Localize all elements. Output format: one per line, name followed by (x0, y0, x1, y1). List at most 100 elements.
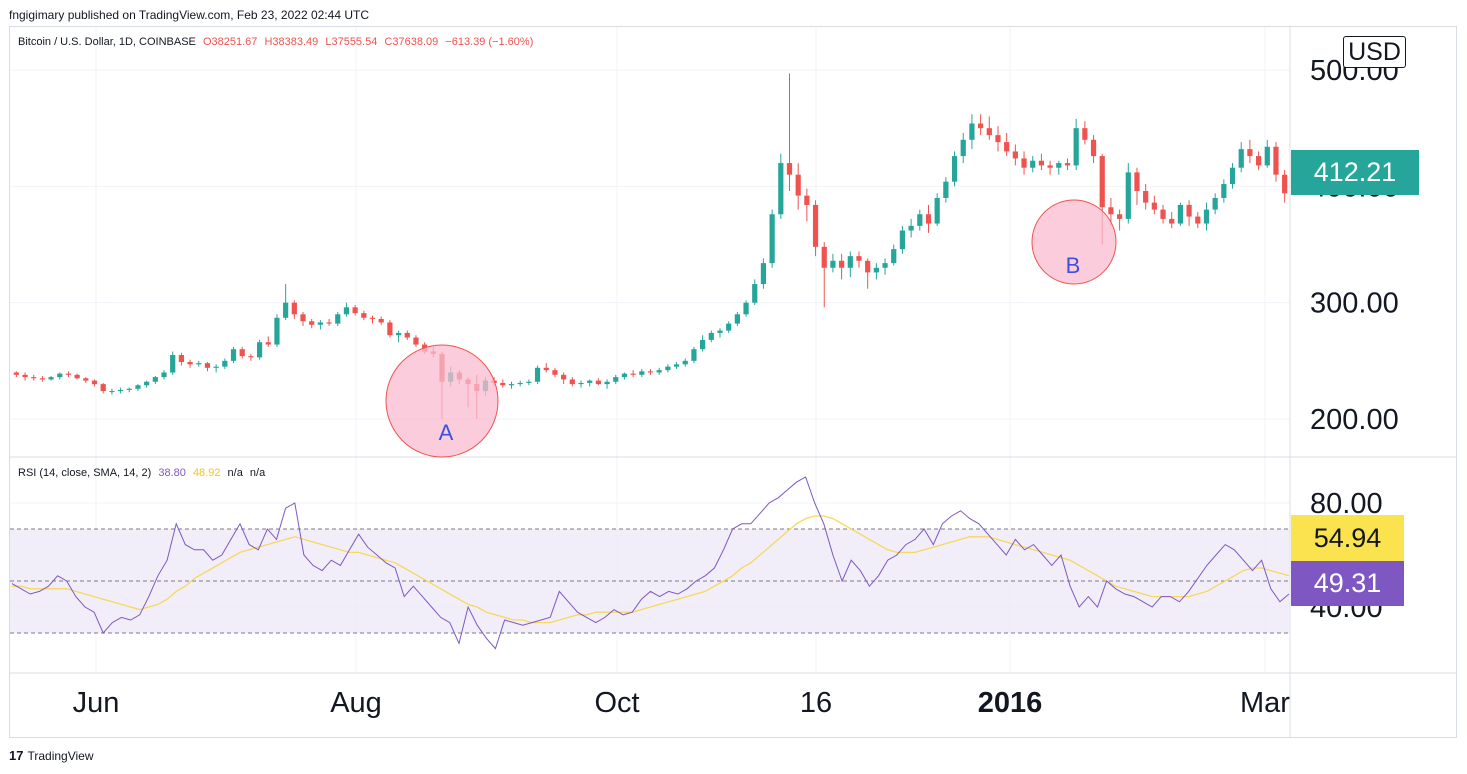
candle-body (48, 377, 54, 380)
time-tick-label: Mar (1240, 687, 1290, 719)
price-tick-label: 200.00 (1310, 404, 1399, 436)
rsi-line (11, 476, 1290, 650)
rsi-guides (10, 528, 1290, 634)
candle-body (1056, 163, 1062, 168)
candle-body (196, 363, 202, 365)
candle-body (1264, 146, 1270, 166)
candle-body (352, 307, 358, 314)
candle-body (526, 381, 532, 383)
annotation-layer: A B (385, 199, 1117, 458)
publisher-line: fngigimary published on TradingView.com,… (9, 8, 369, 22)
candle-body (812, 204, 819, 247)
footer: 17 TradingView (9, 748, 94, 763)
footer-brand[interactable]: TradingView (27, 748, 94, 763)
time-tick-label: 16 (800, 687, 832, 719)
candle-body (743, 302, 749, 315)
candle-body (31, 377, 37, 379)
candle-body (891, 249, 897, 264)
candle-body (769, 214, 775, 264)
candle-body (1143, 190, 1149, 203)
candle-body (283, 302, 289, 318)
symbol-legend: Bitcoin / U.S. Dollar, 1D, COINBASE O382… (18, 36, 537, 48)
candle-body (726, 323, 732, 331)
time-tick-label: 2016 (978, 687, 1043, 719)
candle-body (1238, 149, 1244, 168)
candle-body (708, 332, 714, 340)
candle-body (717, 330, 723, 333)
candle-body (604, 381, 610, 385)
tradingview-logo-icon: 17 (9, 748, 24, 763)
candle-body (265, 342, 271, 345)
rsi-na-1: n/a (227, 467, 243, 479)
candle-body (734, 314, 740, 324)
candle-body (656, 370, 662, 373)
candle-body (239, 349, 245, 357)
candle-body (917, 214, 923, 226)
candle-body (13, 372, 19, 375)
candle-body (821, 246, 827, 268)
high-value: H38383.49 (264, 36, 319, 48)
candle-body (682, 360, 688, 365)
candle-body (144, 381, 150, 386)
candle-body (326, 322, 332, 324)
candle-body (1282, 174, 1288, 194)
candle-body (865, 260, 871, 273)
candle-body (1255, 156, 1262, 166)
candle-body (343, 307, 350, 315)
candle-body (1229, 167, 1236, 185)
candle-body (413, 337, 419, 345)
candle-body (39, 378, 46, 380)
change-value: −613.39 (−1.60%) (445, 36, 534, 48)
candle-body (187, 361, 193, 365)
candle-body (595, 380, 601, 385)
candle-body (1273, 146, 1279, 175)
candle-body (569, 379, 575, 385)
candle-body (57, 373, 63, 378)
candle-body (587, 380, 593, 383)
candle-body (291, 302, 297, 315)
candle-body (882, 263, 888, 268)
candle-body (856, 256, 862, 261)
candle-body (951, 156, 958, 182)
rsi-current: 38.80 (158, 467, 186, 479)
candle-body (960, 139, 966, 157)
candle-body (1108, 207, 1114, 215)
low-value: L37555.54 (325, 36, 378, 48)
candle-body (943, 181, 949, 198)
candle-body (395, 332, 402, 336)
candle-body (1169, 218, 1175, 224)
candle-body (204, 363, 211, 368)
candle-body (1177, 204, 1184, 224)
candle-body (274, 317, 280, 345)
last-price-tag: 412.21 (1291, 150, 1419, 195)
candle-body (543, 367, 549, 371)
candle-body (995, 135, 1001, 143)
candle-body (517, 382, 523, 385)
open-value: O38251.67 (202, 36, 258, 48)
candle-body (647, 371, 654, 373)
annotation-label-a: A (439, 420, 454, 445)
candle-body (100, 384, 106, 392)
rsi-tick-label: 80.00 (1310, 488, 1383, 520)
candle-body (795, 174, 801, 196)
currency-badge[interactable]: USD (1343, 36, 1406, 68)
candle-body (534, 367, 541, 382)
candle-body (500, 382, 506, 386)
candle-body (552, 370, 558, 375)
rsi-layer (11, 476, 1290, 650)
candle-body (873, 267, 879, 273)
candle-body (621, 373, 628, 378)
candle-body (1004, 142, 1010, 152)
candle-body (1030, 160, 1036, 168)
candle-body (170, 355, 176, 373)
candle-body (161, 372, 167, 378)
candle-body (925, 214, 932, 224)
candle-body (1221, 184, 1227, 198)
candle-body (1151, 202, 1157, 210)
price-tick-label: 300.00 (1310, 288, 1399, 320)
candle-body (335, 314, 341, 324)
time-tick-label: Aug (330, 687, 382, 719)
candle-body (109, 391, 115, 393)
candle-body (1012, 151, 1018, 159)
